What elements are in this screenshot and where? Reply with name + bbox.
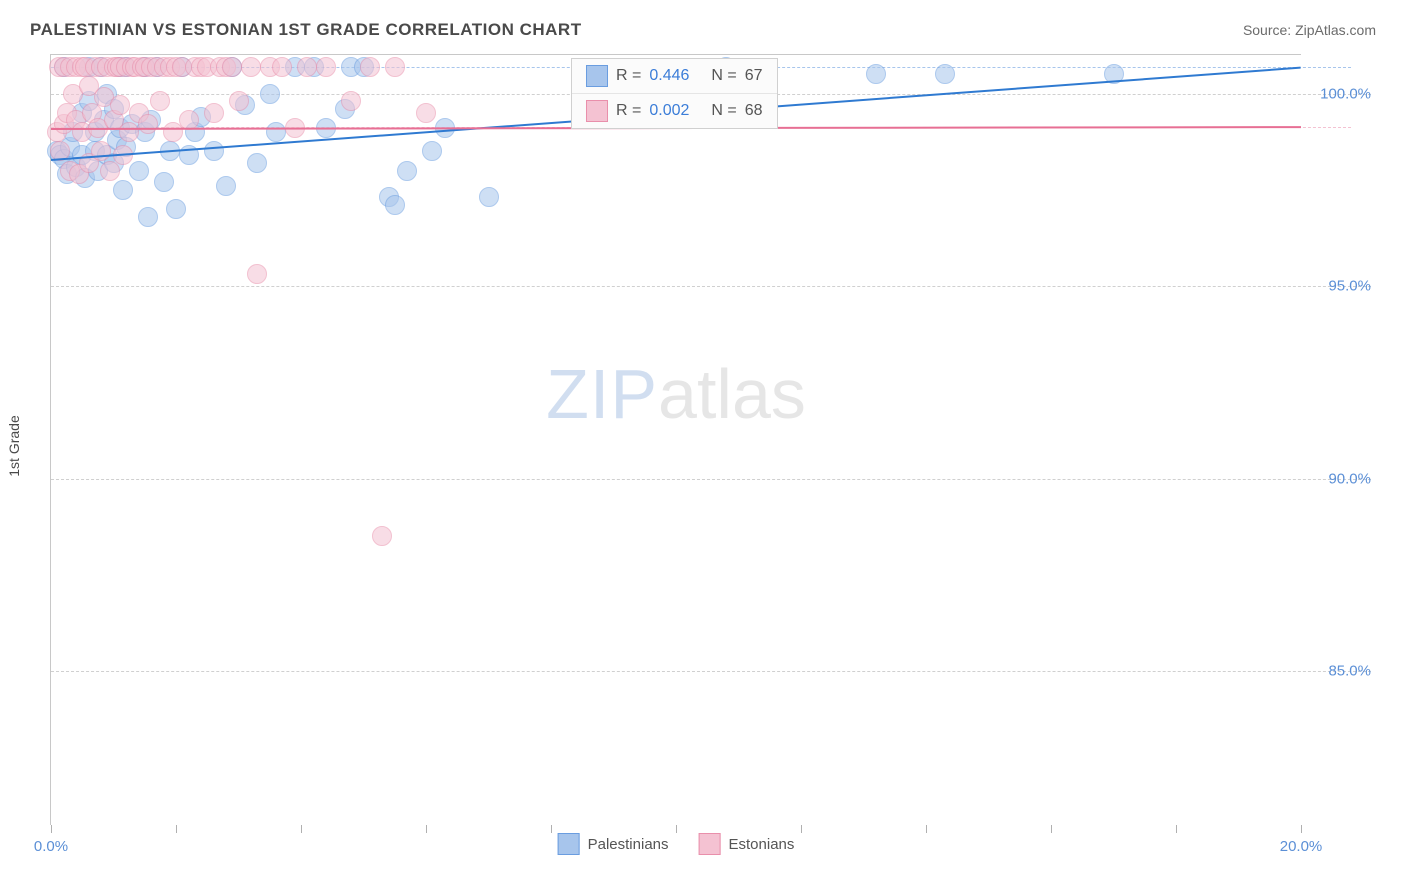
- series-legend: Palestinians Estonians: [558, 833, 795, 855]
- swatch-estonians: [586, 100, 608, 122]
- scatter-point: [316, 57, 336, 77]
- scatter-point: [397, 161, 417, 181]
- scatter-point: [138, 114, 158, 134]
- xtick: [51, 825, 52, 833]
- scatter-point: [260, 84, 280, 104]
- gridline: [51, 479, 1371, 480]
- legend-row-palestinians: R = 0.446 N = 67: [572, 59, 777, 94]
- xtick: [176, 825, 177, 833]
- scatter-point: [119, 122, 139, 142]
- legend-item-estonians: Estonians: [699, 833, 795, 855]
- xtick: [426, 825, 427, 833]
- gridline: [51, 671, 1371, 672]
- scatter-point: [91, 141, 111, 161]
- ytick-label: 95.0%: [1311, 278, 1371, 295]
- scatter-point: [113, 180, 133, 200]
- stats-legend: R = 0.446 N = 67 R = 0.002 N = 68: [571, 58, 778, 129]
- scatter-point: [360, 57, 380, 77]
- ytick-label: 100.0%: [1311, 85, 1371, 102]
- scatter-point: [150, 91, 170, 111]
- xtick: [926, 825, 927, 833]
- scatter-point: [216, 176, 236, 196]
- scatter-point: [166, 199, 186, 219]
- xtick: [801, 825, 802, 833]
- scatter-point: [110, 95, 130, 115]
- chart-title: PALESTINIAN VS ESTONIAN 1ST GRADE CORREL…: [30, 20, 582, 40]
- chart-plot-area: ZIPatlas R = 0.446 N = 67 R = 0.002 N = …: [50, 54, 1301, 825]
- scatter-point: [138, 207, 158, 227]
- scatter-point: [204, 103, 224, 123]
- xtick: [301, 825, 302, 833]
- scatter-point: [129, 161, 149, 181]
- ytick-label: 85.0%: [1311, 663, 1371, 680]
- scatter-point: [247, 264, 267, 284]
- scatter-point: [479, 187, 499, 207]
- ytick-label: 90.0%: [1311, 470, 1371, 487]
- scatter-point: [272, 57, 292, 77]
- scatter-point: [935, 64, 955, 84]
- xtick: [1176, 825, 1177, 833]
- scatter-point: [416, 103, 436, 123]
- scatter-point: [372, 526, 392, 546]
- chart-header: PALESTINIAN VS ESTONIAN 1ST GRADE CORREL…: [0, 0, 1406, 50]
- xtick: [551, 825, 552, 833]
- scatter-point: [154, 172, 174, 192]
- scatter-point: [385, 57, 405, 77]
- xtick-label: 20.0%: [1280, 838, 1323, 855]
- chart-source: Source: ZipAtlas.com: [1243, 22, 1376, 38]
- scatter-point: [866, 64, 886, 84]
- scatter-point: [422, 141, 442, 161]
- xtick: [676, 825, 677, 833]
- swatch-palestinians: [586, 65, 608, 87]
- gridline: [51, 286, 1371, 287]
- scatter-point: [341, 91, 361, 111]
- xtick: [1051, 825, 1052, 833]
- scatter-point: [297, 57, 317, 77]
- scatter-point: [247, 153, 267, 173]
- legend-item-palestinians: Palestinians: [558, 833, 669, 855]
- scatter-point: [229, 91, 249, 111]
- xtick-label: 0.0%: [34, 838, 68, 855]
- scatter-point: [266, 122, 286, 142]
- scatter-point: [241, 57, 261, 77]
- legend-row-estonians: R = 0.002 N = 68: [572, 94, 777, 128]
- xtick: [1301, 825, 1302, 833]
- scatter-point: [222, 57, 242, 77]
- scatter-point: [204, 141, 224, 161]
- watermark: ZIPatlas: [546, 354, 806, 434]
- scatter-point: [385, 195, 405, 215]
- y-axis-label: 1st Grade: [6, 415, 22, 476]
